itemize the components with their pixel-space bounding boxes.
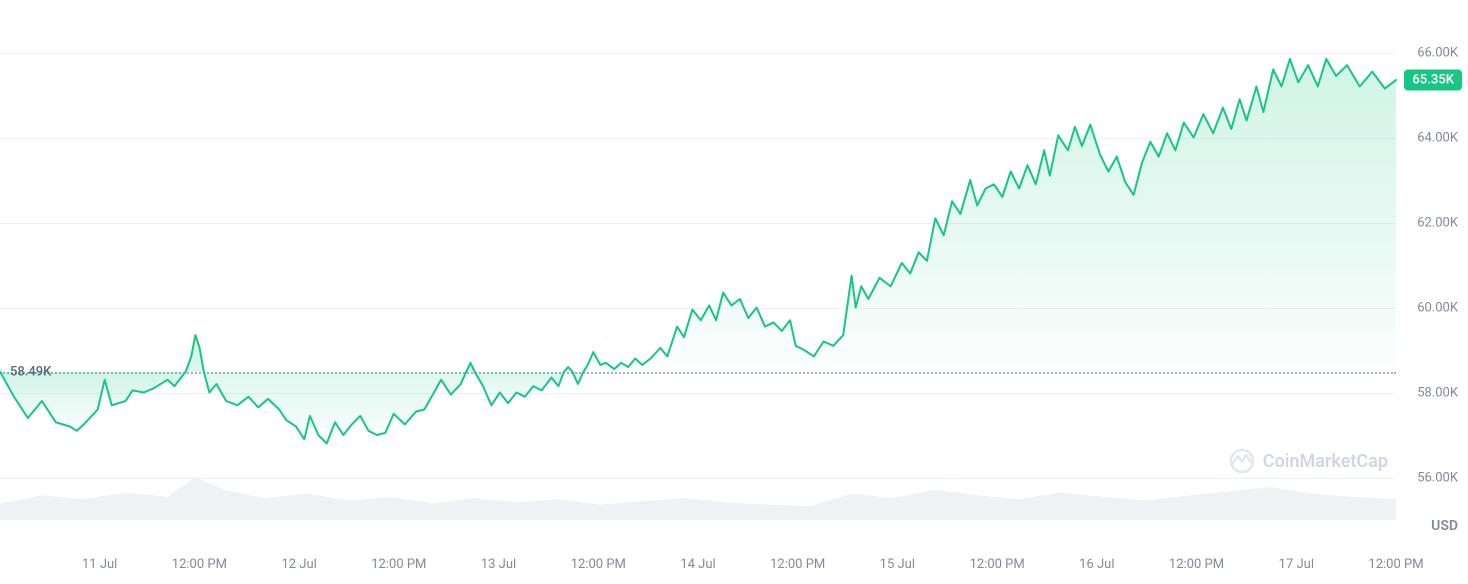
x-axis-label: 14 Jul: [680, 557, 715, 572]
y-axis-label: 66.00K: [1417, 45, 1458, 60]
x-axis-label: 12:00 PM: [371, 557, 426, 572]
price-line-svg: [0, 0, 1468, 584]
current-value-badge: 65.35K: [1404, 70, 1462, 91]
x-axis-label: 12:00 PM: [571, 557, 626, 572]
x-axis-label: 12:00 PM: [1368, 557, 1423, 572]
x-axis-label: 12:00 PM: [970, 557, 1025, 572]
y-axis-label: 64.00K: [1417, 130, 1458, 145]
y-axis-label: 58.00K: [1417, 385, 1458, 400]
watermark: CoinMarketCap: [1229, 448, 1388, 474]
currency-label: USD: [1431, 518, 1458, 534]
x-axis-label: 12:00 PM: [1169, 557, 1224, 572]
x-axis-label: 16 Jul: [1079, 557, 1114, 572]
x-axis-label: 12:00 PM: [770, 557, 825, 572]
y-axis-label: 60.00K: [1417, 300, 1458, 315]
x-axis-label: 15 Jul: [880, 557, 915, 572]
x-axis-label: 17 Jul: [1279, 557, 1314, 572]
baseline-value-badge: 58.49K: [10, 364, 51, 379]
x-axis-label: 12 Jul: [281, 557, 316, 572]
watermark-icon: [1229, 448, 1255, 474]
y-axis-label: 62.00K: [1417, 215, 1458, 230]
x-axis-label: 13 Jul: [481, 557, 516, 572]
y-axis-label: 56.00K: [1417, 470, 1458, 485]
watermark-text: CoinMarketCap: [1263, 451, 1388, 472]
x-axis-label: 11 Jul: [82, 557, 117, 572]
price-chart[interactable]: 58.49K 65.35K 56.00K 58.00K 60.00K 62.00K 64…: [0, 0, 1468, 584]
x-axis-label: 12:00 PM: [172, 557, 227, 572]
